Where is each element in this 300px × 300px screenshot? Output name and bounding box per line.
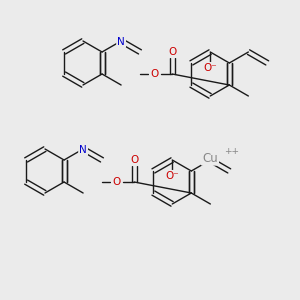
Text: O⁻: O⁻ (165, 171, 179, 181)
Text: ++: ++ (224, 148, 239, 157)
Text: O: O (112, 177, 120, 187)
Text: O: O (168, 47, 176, 57)
Text: N: N (117, 37, 125, 47)
Text: Cu: Cu (202, 152, 218, 164)
Text: N: N (79, 145, 87, 155)
Text: O: O (150, 69, 158, 79)
Text: O: O (130, 155, 138, 165)
Text: O⁻: O⁻ (203, 63, 217, 73)
